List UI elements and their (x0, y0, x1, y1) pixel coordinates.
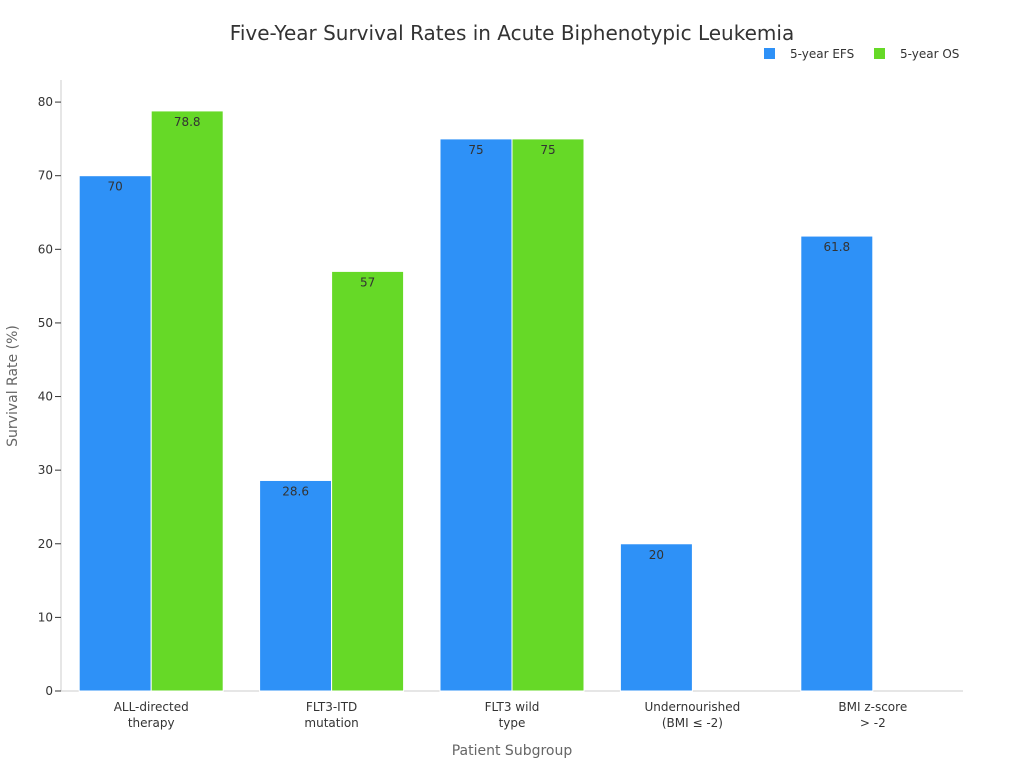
data-label: 57 (360, 275, 375, 289)
bar-efs (78, 175, 152, 692)
x-tick-label: therapy (128, 716, 175, 730)
bar-os (331, 270, 405, 692)
y-tick-label: 70 (38, 169, 53, 183)
data-label: 20 (649, 548, 664, 562)
legend-swatch-os (874, 48, 885, 59)
x-tick-label: > -2 (860, 716, 886, 730)
data-labels: 70 78.8 28.6 57 75 75 20 61.8 (108, 115, 851, 562)
y-tick-label: 10 (38, 610, 53, 624)
bars (78, 110, 874, 692)
y-tick-label: 30 (38, 463, 53, 477)
bar-os (150, 110, 224, 692)
legend-swatch-efs (764, 48, 775, 59)
bar-efs (619, 543, 693, 692)
legend-label-efs: 5-year EFS (790, 47, 854, 61)
chart-title: Five-Year Survival Rates in Acute Biphen… (230, 21, 794, 45)
data-label: 75 (540, 143, 555, 157)
x-tick-label: FLT3-ITD (306, 700, 357, 714)
data-label: 28.6 (282, 484, 309, 498)
x-tick-label: Undernourished (645, 700, 741, 714)
x-tick-label: mutation (304, 716, 358, 730)
legend-label-os: 5-year OS (900, 47, 959, 61)
x-tick-label: (BMI ≤ -2) (662, 716, 723, 730)
y-axis-label: Survival Rate (%) (5, 325, 21, 447)
data-label: 61.8 (823, 240, 850, 254)
axes: 0 10 20 30 40 50 60 70 80 ALL-directed therapy FLT3… (38, 80, 963, 730)
y-tick-label: 60 (38, 242, 53, 256)
legend: 5-year EFS 5-year OS (764, 47, 959, 61)
x-axis-label: Patient Subgroup (452, 743, 573, 759)
x-tick-label: ALL-directed (114, 700, 189, 714)
y-tick-label: 40 (38, 390, 53, 404)
bar-efs (439, 138, 513, 692)
x-tick-label: FLT3 wild (485, 700, 540, 714)
y-tick-label: 0 (45, 684, 53, 698)
y-tick-label: 20 (38, 537, 53, 551)
y-tick-label: 50 (38, 316, 53, 330)
data-label: 70 (108, 180, 123, 194)
bar-efs (800, 235, 874, 692)
x-tick-label: BMI z-score (838, 700, 907, 714)
bar-os (511, 138, 585, 692)
data-label: 78.8 (174, 115, 201, 129)
data-label: 75 (468, 143, 483, 157)
bar-efs (259, 479, 333, 692)
x-tick-label: type (499, 716, 526, 730)
y-tick-label: 80 (38, 95, 53, 109)
